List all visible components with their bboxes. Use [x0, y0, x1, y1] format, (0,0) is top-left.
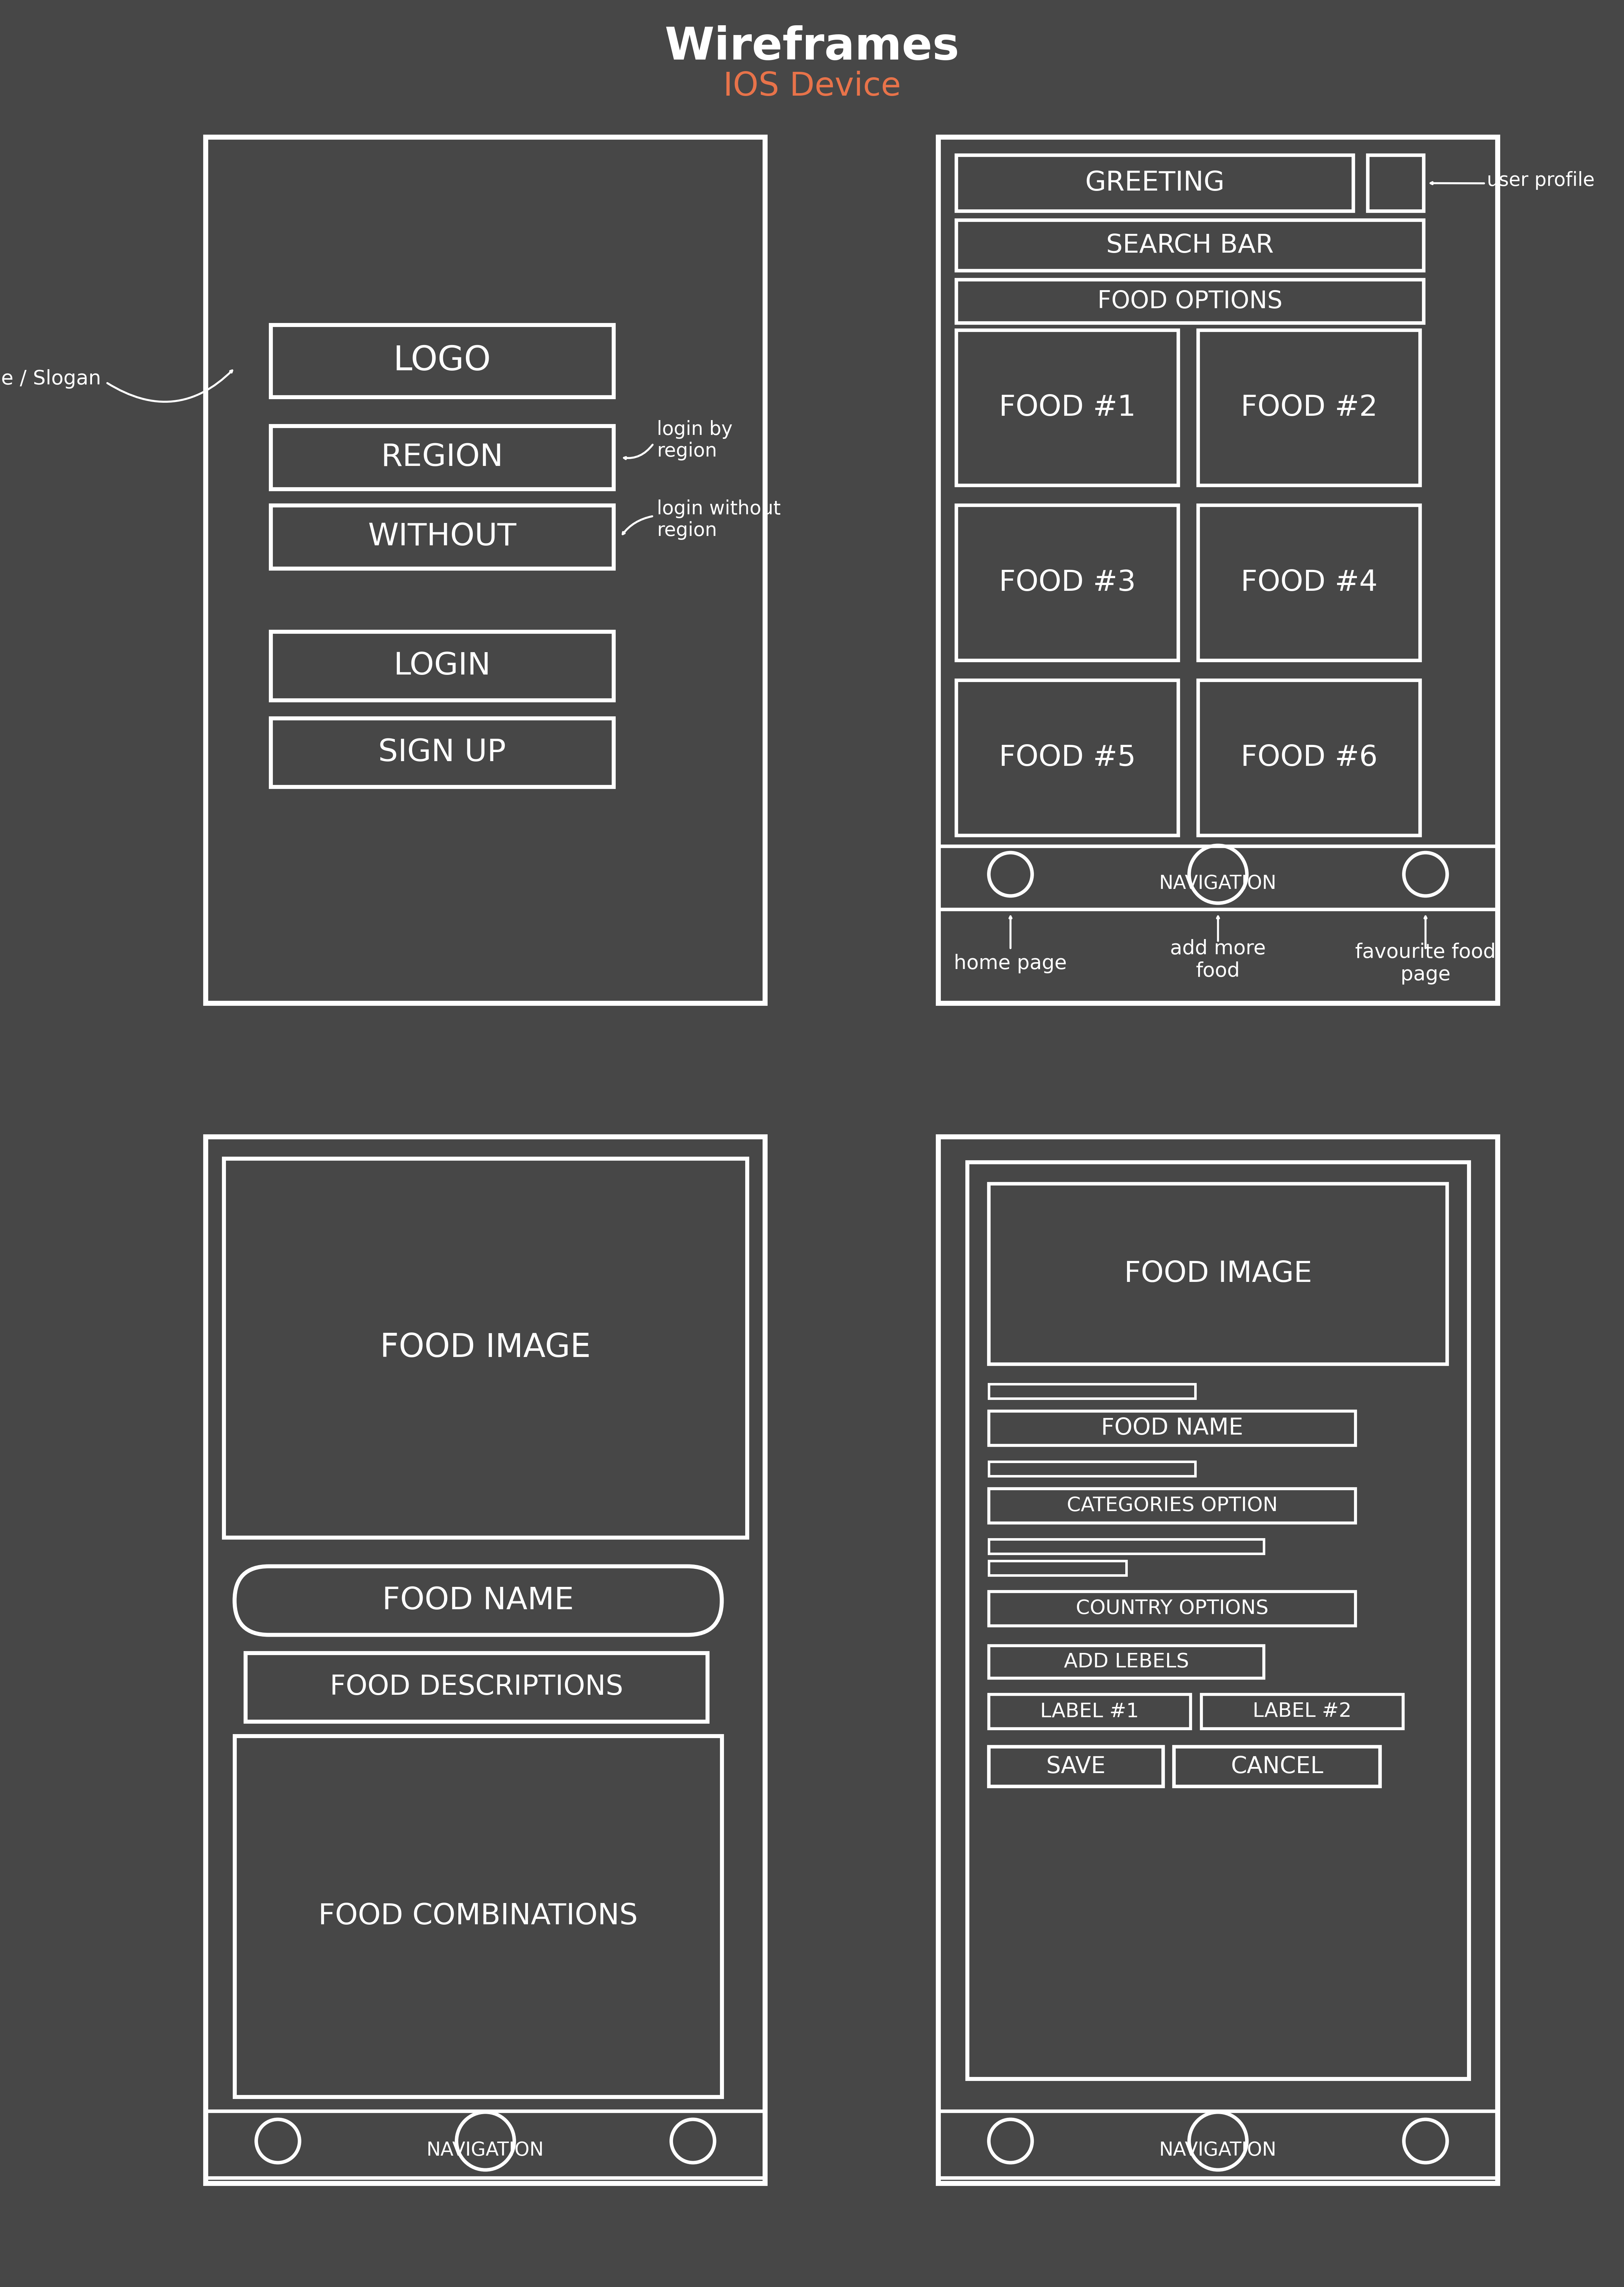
Text: FOOD IMAGE: FOOD IMAGE [1124, 1260, 1312, 1288]
Text: FOOD NAME: FOOD NAME [382, 1585, 573, 1615]
Bar [989, 1384, 1195, 1397]
Bar [957, 679, 1179, 835]
Bar [989, 1647, 1263, 1679]
Text: CATEGORIES OPTION: CATEGORIES OPTION [1067, 1496, 1278, 1516]
Text: favourite food
page: favourite food page [1354, 942, 1496, 986]
Bar [957, 279, 1424, 322]
Bar [989, 1695, 1190, 1729]
Text: FOOD #5: FOOD #5 [999, 743, 1135, 773]
Bar [939, 846, 1497, 910]
Bar [989, 1560, 1127, 1576]
Bar [989, 1461, 1195, 1475]
Bar [245, 1654, 708, 1722]
Bar [989, 1489, 1356, 1523]
Text: REGION: REGION [382, 441, 503, 473]
Text: add more
food: add more food [1169, 940, 1267, 981]
Bar [989, 1185, 1447, 1363]
Bar [206, 1137, 765, 2184]
Bar [939, 1137, 1497, 2184]
Text: SAVE: SAVE [1046, 1756, 1106, 1777]
Bar [939, 2111, 1497, 2177]
Text: FOOD #3: FOOD #3 [999, 569, 1135, 597]
Text: FOOD IMAGE: FOOD IMAGE [380, 1331, 591, 1363]
Text: FOOD DESCRIPTIONS: FOOD DESCRIPTIONS [330, 1674, 624, 1702]
Text: COUNTRY OPTIONS: COUNTRY OPTIONS [1075, 1599, 1268, 1619]
Bar [271, 325, 614, 398]
Text: LOGO: LOGO [393, 345, 490, 377]
Bar [957, 156, 1353, 210]
Bar [271, 425, 614, 489]
Text: LABEL #1: LABEL #1 [1041, 1702, 1138, 1722]
Bar [957, 220, 1424, 270]
Bar [1199, 329, 1419, 485]
Bar [271, 718, 614, 787]
Bar [1199, 505, 1419, 661]
Text: FOOD #4: FOOD #4 [1241, 569, 1377, 597]
Text: FOOD #2: FOOD #2 [1241, 393, 1377, 421]
Bar [1202, 1695, 1403, 1729]
Text: Wireframes: Wireframes [664, 25, 960, 69]
Bar [989, 1747, 1163, 1786]
Text: GREETING: GREETING [1085, 169, 1224, 197]
Bar [968, 1162, 1468, 2079]
Bar [989, 1539, 1263, 1553]
Bar [989, 1411, 1356, 1445]
Text: login by
region: login by region [656, 421, 732, 460]
Text: FOOD NAME: FOOD NAME [1101, 1418, 1244, 1439]
Text: FOOD COMBINATIONS: FOOD COMBINATIONS [318, 1903, 638, 1930]
Text: NAVIGATION: NAVIGATION [1160, 2141, 1276, 2159]
Bar [957, 505, 1179, 661]
Text: SEARCH BAR: SEARCH BAR [1106, 233, 1273, 258]
Bar [957, 329, 1179, 485]
Text: LABEL #2: LABEL #2 [1252, 1702, 1351, 1722]
Bar [271, 631, 614, 700]
Text: IOS Device: IOS Device [723, 71, 901, 103]
Text: NAVIGATION: NAVIGATION [1160, 874, 1276, 892]
Text: FOOD #1: FOOD #1 [999, 393, 1135, 421]
Text: NAVIGATION: NAVIGATION [427, 2141, 544, 2159]
Text: FOOD OPTIONS: FOOD OPTIONS [1098, 290, 1283, 313]
Text: CANCEL: CANCEL [1231, 1756, 1324, 1777]
Bar [206, 137, 765, 1004]
Bar [939, 137, 1497, 1004]
Text: SIGN UP: SIGN UP [378, 736, 507, 768]
Bar [206, 2111, 765, 2177]
Text: LOGIN: LOGIN [393, 652, 490, 682]
Text: home page: home page [953, 954, 1067, 974]
Bar [224, 1160, 747, 1537]
Bar [234, 1736, 721, 2097]
Text: login without
region: login without region [656, 499, 781, 540]
Bar [989, 1592, 1356, 1626]
Text: WITHOUT: WITHOUT [367, 521, 516, 551]
Text: user profile: user profile [1488, 172, 1595, 190]
Bar [1199, 679, 1419, 835]
Text: ADD LEBELS: ADD LEBELS [1064, 1651, 1189, 1672]
Text: Title / Slogan: Title / Slogan [0, 368, 101, 389]
Bar [1174, 1747, 1380, 1786]
Bar [1367, 156, 1424, 210]
Text: FOOD #6: FOOD #6 [1241, 743, 1377, 773]
Bar [271, 505, 614, 569]
